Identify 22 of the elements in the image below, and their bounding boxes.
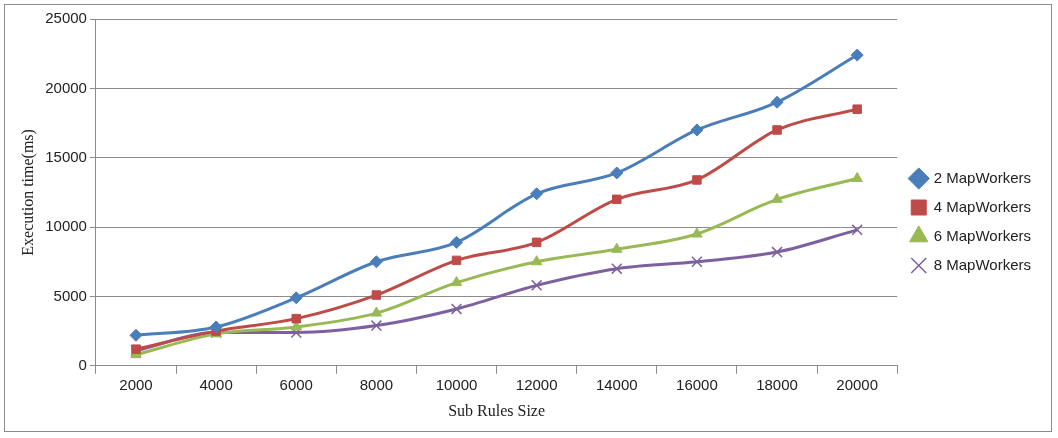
legend-label: 2 MapWorkers: [933, 168, 1032, 186]
y-tick-label: 20000: [45, 78, 87, 96]
x-axis-title: Sub Rules Size: [448, 401, 546, 419]
y-tick-label: 5000: [53, 286, 87, 304]
y-tick-label: 0: [78, 355, 87, 373]
x-tick-label: 8000: [359, 375, 394, 393]
x-tick-label: 12000: [515, 375, 558, 393]
y-tick-label: 15000: [45, 147, 87, 165]
x-tick-label: 18000: [756, 375, 798, 393]
y-axis-title: Execution time(ms): [18, 129, 37, 256]
x-tick-label: 4000: [199, 375, 233, 393]
x-tick-label: 16000: [676, 375, 718, 393]
x-tick-label: 20000: [836, 375, 879, 393]
x-tick-label: 2000: [119, 375, 153, 393]
legend-label: 6 MapWorkers: [933, 226, 1032, 244]
legend-label: 8 MapWorkers: [933, 255, 1032, 273]
x-tick-label: 14000: [595, 375, 638, 393]
y-tick-label: 25000: [45, 9, 87, 27]
x-tick-label: 10000: [435, 375, 478, 393]
x-tick-label: 6000: [279, 375, 313, 393]
legend-label: 4 MapWorkers: [933, 197, 1032, 215]
y-tick-label: 10000: [45, 217, 87, 235]
